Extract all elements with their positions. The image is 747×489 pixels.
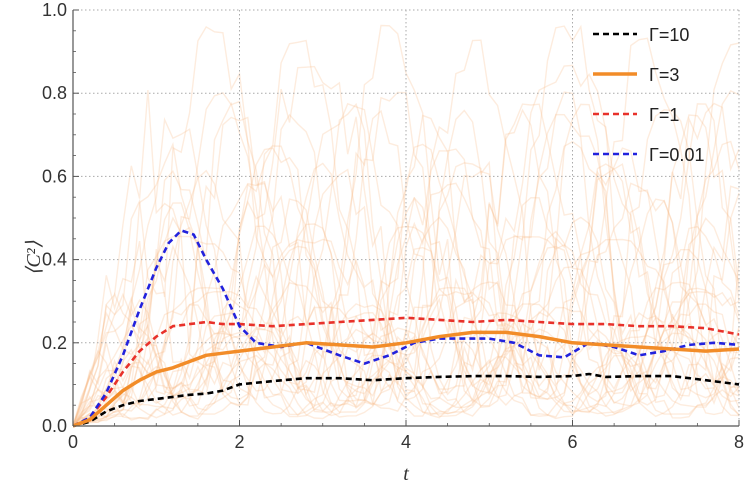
- y-tick-label: 0.2: [42, 333, 67, 353]
- y-tick-label: 0.8: [42, 83, 67, 103]
- background-trajectories: [72, 24, 740, 427]
- x-tick-label: 0: [68, 432, 78, 452]
- y-tick-label: 0.4: [42, 250, 67, 270]
- y-axis-label: ⟨C²⟩: [23, 240, 45, 275]
- series-line: [72, 372, 740, 428]
- axes: [72, 9, 740, 427]
- series-lines: [72, 229, 740, 428]
- background-trajectory: [72, 140, 740, 427]
- tick-labels: 0 2 4 6 8 0.0 0.2 0.4 0.6 0.8 1.0: [42, 0, 744, 452]
- background-trajectory: [72, 238, 740, 427]
- y-tick-label: 0.0: [42, 416, 67, 436]
- legend: Γ=10 Γ=3 Γ=1 Γ=0.01: [593, 25, 704, 165]
- x-axis-label: t: [403, 463, 409, 485]
- background-trajectory: [72, 167, 740, 427]
- background-trajectory: [72, 196, 740, 427]
- background-trajectory: [72, 328, 740, 427]
- background-trajectory: [72, 311, 740, 427]
- legend-label: Γ=10: [649, 25, 689, 45]
- background-trajectory: [72, 244, 740, 427]
- legend-label: Γ=0.01: [649, 145, 704, 165]
- background-trajectory: [72, 101, 740, 427]
- legend-label: Γ=1: [649, 105, 679, 125]
- background-trajectory: [72, 37, 740, 427]
- background-trajectory: [72, 147, 740, 427]
- x-tick-label: 8: [734, 432, 744, 452]
- background-trajectory: [72, 281, 740, 427]
- y-tick-label: 1.0: [42, 0, 67, 20]
- series-line: [72, 330, 740, 428]
- series-line: [72, 316, 740, 428]
- background-trajectory: [72, 303, 740, 427]
- background-trajectory: [72, 113, 740, 427]
- background-trajectory: [72, 24, 740, 427]
- x-tick-label: 2: [234, 432, 244, 452]
- y-tick-label: 0.6: [42, 166, 67, 186]
- x-tick-label: 6: [567, 432, 577, 452]
- background-trajectory: [72, 354, 740, 427]
- background-trajectory: [72, 64, 740, 427]
- background-trajectory: [72, 286, 740, 427]
- background-trajectory: [72, 162, 740, 427]
- x-tick-label: 4: [401, 432, 411, 452]
- legend-label: Γ=3: [649, 65, 679, 85]
